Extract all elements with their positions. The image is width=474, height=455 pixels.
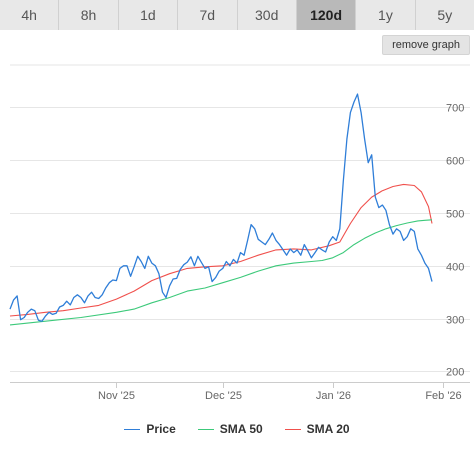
chart-legend: Price SMA 50 SMA 20 — [0, 419, 474, 439]
tab-4h[interactable]: 4h — [0, 0, 60, 30]
x-tick-label: Nov '25 — [98, 390, 135, 402]
legend-swatch — [124, 428, 141, 430]
legend-item-sma-50[interactable]: SMA 50 — [197, 422, 263, 436]
y-tick-label: 200 — [446, 367, 464, 379]
x-tick-label: Jan '26 — [316, 390, 351, 402]
tab-30d[interactable]: 30d — [237, 0, 297, 30]
y-tick-label: 300 — [446, 315, 464, 327]
y-tick-label: 700 — [446, 103, 464, 115]
remove-graph-button[interactable]: remove graph — [382, 35, 470, 55]
x-tick-label: Dec '25 — [205, 390, 242, 402]
series-line-sma-50 — [9, 219, 433, 326]
y-tick-label: 500 — [446, 209, 464, 221]
series-line-sma-20 — [9, 183, 433, 317]
legend-label: Price — [146, 422, 176, 436]
series-line-price — [9, 93, 433, 322]
legend-item-price[interactable]: Price — [124, 422, 176, 436]
tab-120d[interactable]: 120d — [296, 0, 357, 30]
legend-swatch — [284, 428, 301, 430]
legend-label: SMA 50 — [219, 422, 263, 436]
tab-1d[interactable]: 1d — [118, 0, 179, 30]
timeframe-tabs: 4h 8h 1d 7d 30d 120d 1y 5y — [0, 0, 474, 30]
legend-swatch — [197, 428, 214, 430]
legend-label: SMA 20 — [306, 422, 350, 436]
tab-1y[interactable]: 1y — [356, 0, 416, 30]
tab-5y[interactable]: 5y — [415, 0, 474, 30]
legend-item-sma-20[interactable]: SMA 20 — [284, 422, 350, 436]
y-tick-label: 600 — [446, 156, 464, 168]
tab-7d[interactable]: 7d — [178, 0, 238, 30]
x-tick-label: Feb '26 — [425, 390, 461, 402]
tab-8h[interactable]: 8h — [59, 0, 119, 30]
y-tick-label: 400 — [446, 262, 464, 274]
